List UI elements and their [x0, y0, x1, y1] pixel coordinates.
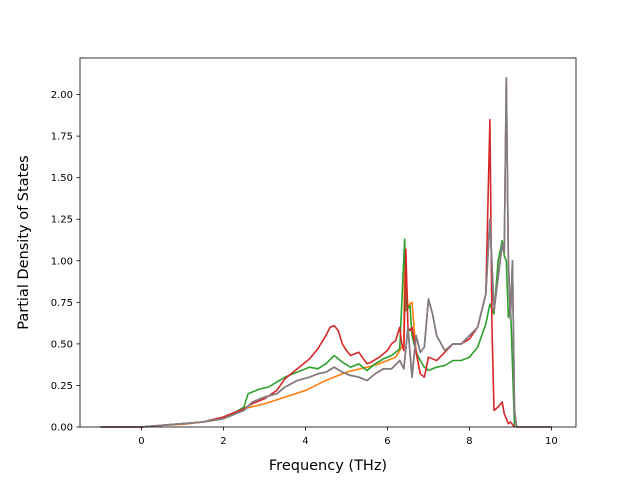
- series-layer: [100, 77, 552, 428]
- y-tick-label: 0.00: [51, 423, 73, 434]
- y-tick-label: 1.00: [51, 256, 73, 267]
- x-tick-label: 8: [466, 436, 472, 447]
- x-tick-label: 0: [138, 436, 144, 447]
- x-tick-label: 10: [545, 436, 558, 447]
- y-axis-ticks: 0.00 0.25 0.50 0.75 1.00 1.25 1.50 1.75 2.00: [51, 90, 80, 434]
- y-tick-label: 1.25: [51, 215, 73, 226]
- y-tick-label: 0.25: [51, 381, 73, 392]
- series-line-2: [100, 238, 516, 428]
- y-tick-label: 0.75: [51, 298, 73, 309]
- x-axis-ticks: 0 2 4 6 8 10: [138, 427, 558, 447]
- plot-frame: [79, 57, 577, 428]
- x-axis-label: Frequency (THz): [269, 458, 387, 474]
- y-axis-label: Partial Density of States: [16, 155, 32, 329]
- x-tick-label: 6: [384, 436, 390, 447]
- y-tick-label: 1.75: [51, 132, 73, 143]
- y-tick-label: 0.50: [51, 339, 73, 350]
- series-line-6: [100, 77, 552, 428]
- y-tick-label: 2.00: [51, 90, 73, 101]
- y-tick-label: 1.50: [51, 173, 73, 184]
- x-tick-label: 2: [220, 436, 226, 447]
- x-tick-label: 4: [302, 436, 308, 447]
